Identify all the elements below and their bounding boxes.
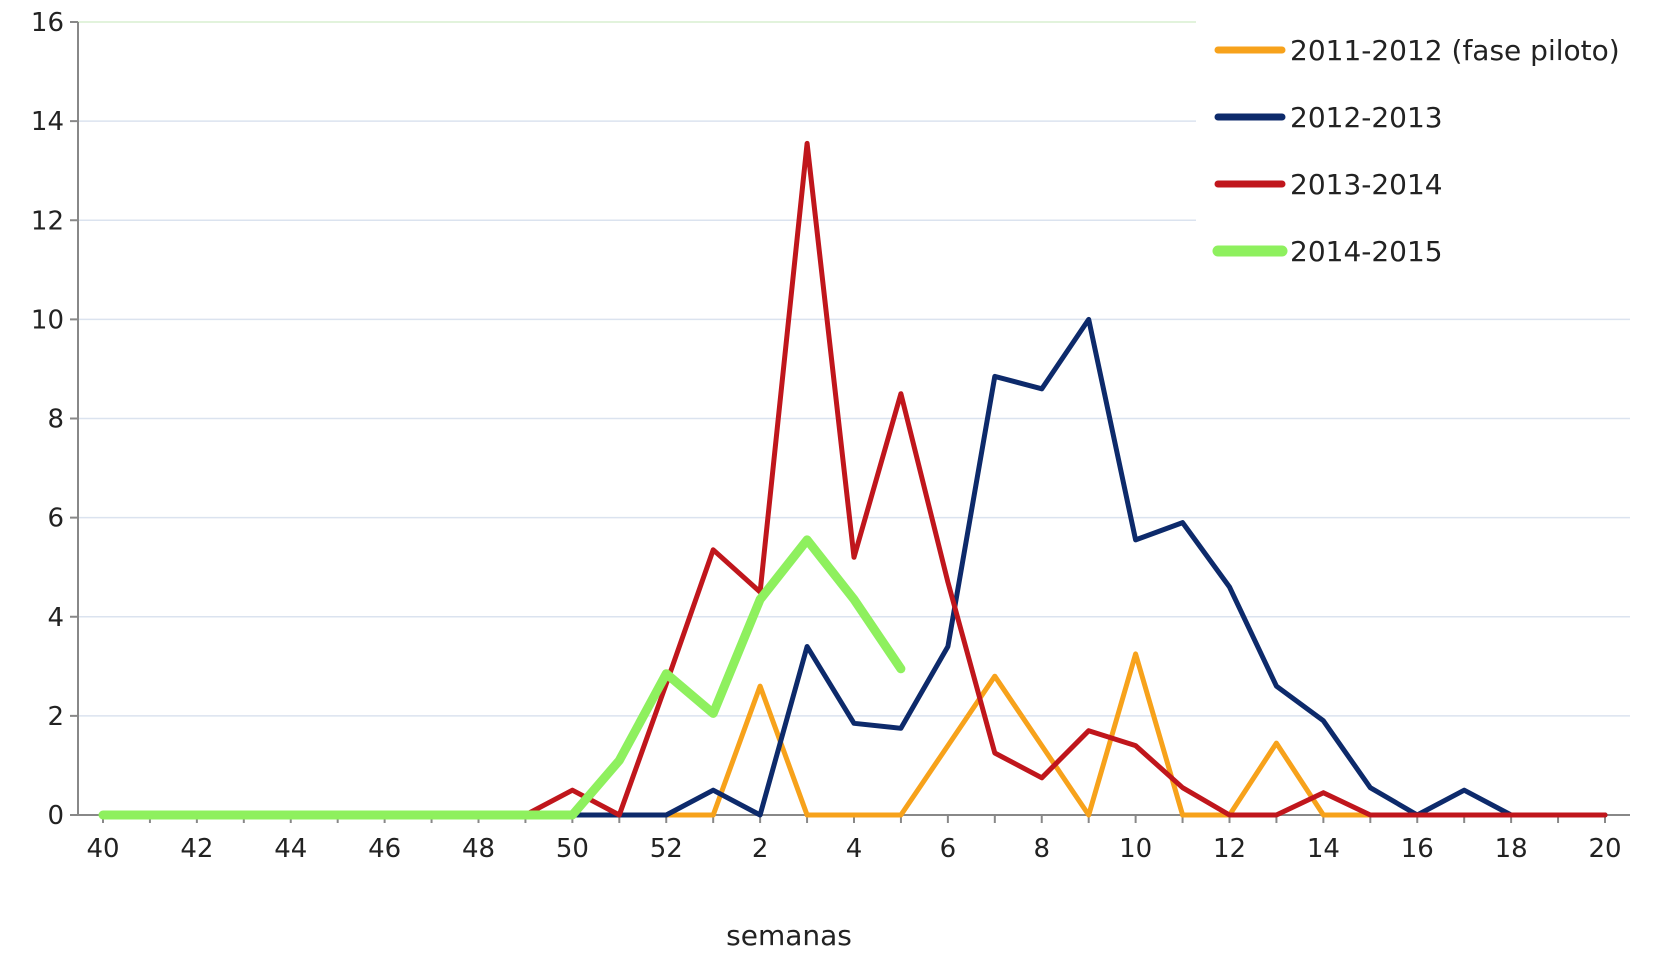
x-tick-label: 8	[1033, 834, 1050, 864]
y-tick-label: 2	[47, 702, 64, 732]
x-tick-label: 16	[1401, 834, 1434, 864]
x-tick-label: 52	[650, 834, 683, 864]
x-axis-ticks: 40 42 44 46 48 50 52 2 4 6 8 10 12 14 16 18 20	[86, 815, 1622, 864]
x-tick-label: 44	[274, 834, 307, 864]
x-tick-label: 46	[368, 834, 401, 864]
series-line-2012-2013	[569, 316, 1608, 818]
x-tick-label: 2	[752, 834, 769, 864]
series-lines	[98, 140, 1608, 820]
x-tick-label: 40	[86, 834, 119, 864]
y-tick-label: 14	[31, 107, 64, 137]
legend-box	[1196, 18, 1655, 288]
y-tick-label: 16	[31, 8, 64, 38]
x-tick-label: 48	[462, 834, 495, 864]
x-tick-label: 18	[1495, 834, 1528, 864]
x-tick-label: 42	[180, 834, 213, 864]
x-tick-label: 4	[846, 834, 863, 864]
y-tick-label: 4	[47, 603, 64, 633]
x-tick-label: 20	[1588, 834, 1621, 864]
series-line-2013-2014	[522, 140, 1608, 818]
legend: 2011-2012 (fase piloto) 2012-2013 2013-201…	[1196, 18, 1655, 288]
y-tick-label: 10	[31, 305, 64, 335]
legend-label: 2013-2014	[1290, 168, 1443, 201]
x-tick-label: 14	[1307, 834, 1340, 864]
legend-label: 2012-2013	[1290, 101, 1443, 134]
x-tick-label: 6	[940, 834, 957, 864]
series-line-2014-2015	[98, 535, 906, 820]
x-tick-label: 50	[556, 834, 589, 864]
x-tick-label: 10	[1119, 834, 1152, 864]
y-axis-ticks: 0 2 4 6 8 10 12 14 16	[31, 8, 78, 831]
y-tick-label: 12	[31, 206, 64, 236]
legend-label: 2011-2012 (fase piloto)	[1290, 34, 1620, 67]
x-tick-label: 12	[1213, 834, 1246, 864]
legend-label: 2014-2015	[1290, 235, 1443, 268]
y-tick-label: 6	[47, 504, 64, 534]
x-axis-title: semanas	[726, 919, 852, 952]
y-tick-label: 8	[47, 405, 64, 435]
gridlines	[78, 21, 1630, 717]
y-tick-label: 0	[47, 801, 64, 831]
